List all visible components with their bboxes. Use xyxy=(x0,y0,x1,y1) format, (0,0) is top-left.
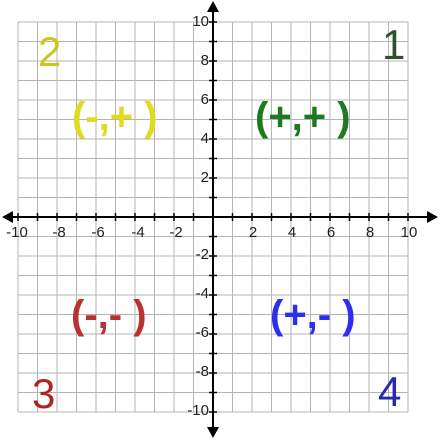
quadrant-4-number: 4 xyxy=(378,368,402,415)
y-axis-bottom-arrow xyxy=(207,427,219,438)
quadrant-3-number: 3 xyxy=(32,370,56,417)
x-tick-label: 2 xyxy=(249,224,257,241)
x-tick-label: 4 xyxy=(288,224,296,241)
x-tick-label: -8 xyxy=(52,224,65,241)
x-tick-label: 8 xyxy=(366,224,374,241)
axes xyxy=(2,1,438,438)
y-tick-label: 6 xyxy=(201,91,209,108)
x-tick-label: -10 xyxy=(6,224,28,241)
x-tick-label: -2 xyxy=(169,224,182,241)
x-tick-label: 10 xyxy=(401,224,418,241)
y-tick-label: 8 xyxy=(201,52,209,69)
x-axis-right-arrow xyxy=(427,211,438,223)
y-tick-label: 2 xyxy=(201,169,209,186)
y-tick-label: -2 xyxy=(196,246,209,263)
y-tick-labels: 10 8 6 4 2 -2 -4 -6 -8 -10 xyxy=(187,13,209,419)
quadrant-2-sign-label: (-,+ ) xyxy=(72,95,158,139)
y-axis-top-arrow xyxy=(207,1,219,12)
x-axis-left-arrow xyxy=(2,211,13,223)
x-tick-label: -4 xyxy=(131,224,144,241)
x-tick-label: 6 xyxy=(327,224,335,241)
y-tick-label: 4 xyxy=(201,130,209,147)
y-tick-label: -4 xyxy=(196,285,209,302)
y-tick-label: 10 xyxy=(192,13,209,30)
y-tick-label: -10 xyxy=(187,402,209,419)
x-tick-label: -6 xyxy=(91,224,104,241)
quadrant-1-number: 1 xyxy=(382,21,406,68)
y-tick-label: -6 xyxy=(196,324,209,341)
tick-marks xyxy=(17,21,409,413)
quadrant-2-number: 2 xyxy=(38,28,62,75)
x-tick-labels: -10 -8 -6 -4 -2 2 4 6 8 10 xyxy=(6,224,417,241)
quadrant-3-sign-label: (-,- ) xyxy=(71,293,147,337)
quadrant-4-sign-label: (+,- ) xyxy=(270,293,356,337)
quadrant-1-sign-label: (+,+ ) xyxy=(255,95,351,139)
y-tick-label: -8 xyxy=(196,363,209,380)
